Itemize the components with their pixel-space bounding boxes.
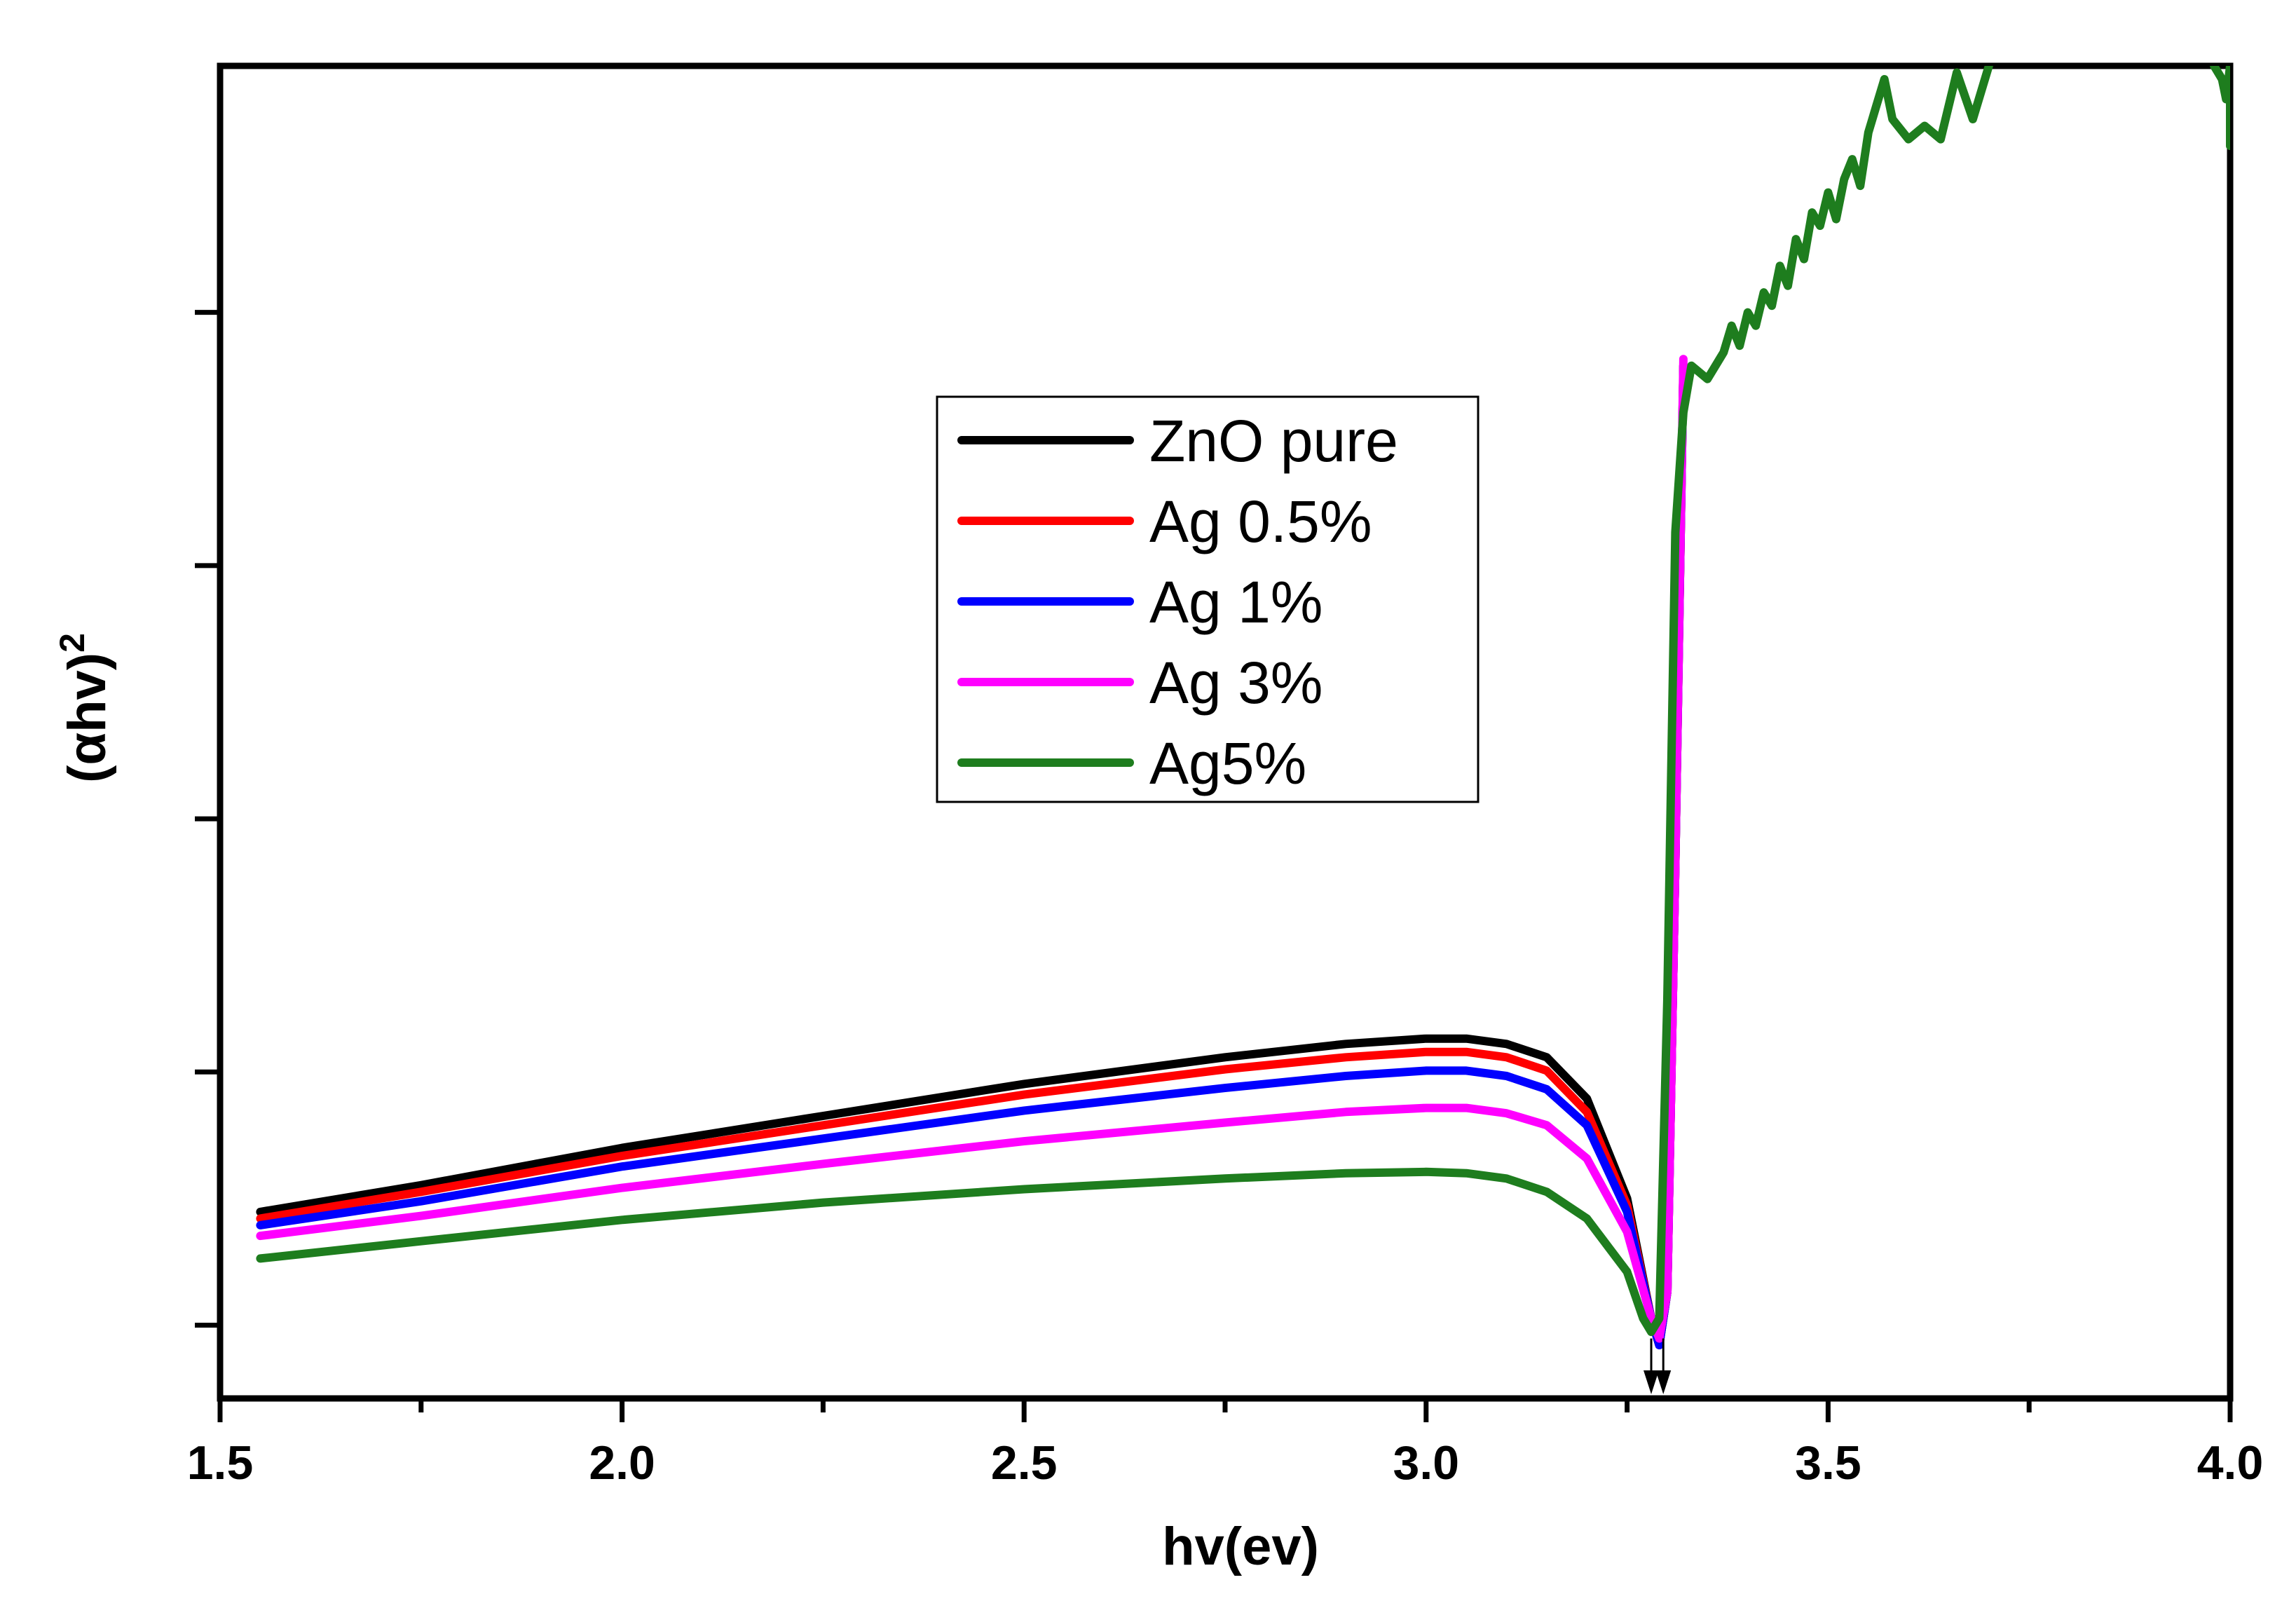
x-tick-label: 3.5 (1795, 1436, 1861, 1490)
legend-label: Ag 0.5% (1149, 489, 1372, 554)
x-tick-label: 2.5 (991, 1436, 1058, 1490)
y-axis-title-superscript: 2 (53, 633, 92, 653)
series-line-ag5 (256, 66, 1993, 1336)
x-tick-label: 1.5 (187, 1436, 254, 1490)
band-gap-arrows (1644, 1338, 1672, 1394)
y-axis-title: (αhv)2 (53, 633, 117, 783)
x-tick-label: 2.0 (589, 1436, 655, 1490)
band-gap-arrow-head (1644, 1370, 1660, 1394)
legend-label: Ag5% (1149, 730, 1306, 796)
legend: ZnO pure Ag 0.5% Ag 1% Ag 3% Ag5% (936, 395, 1480, 803)
legend-label: Ag 3% (1149, 650, 1323, 716)
legend-label: Ag 1% (1149, 569, 1323, 635)
x-tick-label: 4.0 (2197, 1436, 2264, 1490)
y-axis (195, 310, 220, 1328)
series-line-ag5 (2210, 66, 2230, 151)
legend-label: ZnO pure (1149, 408, 1398, 474)
x-axis: 1.5 2.0 2.5 3.0 3.5 4.0 (187, 1398, 2264, 1490)
x-tick-label: 3.0 (1393, 1436, 1460, 1490)
series-group (256, 66, 2230, 1349)
band-gap-arrow-head (1655, 1370, 1672, 1394)
series-line-ag-3 (256, 355, 1688, 1343)
y-axis-title-main: (αhv) (57, 653, 117, 783)
x-axis-title: hv(ev) (1162, 1517, 1319, 1576)
